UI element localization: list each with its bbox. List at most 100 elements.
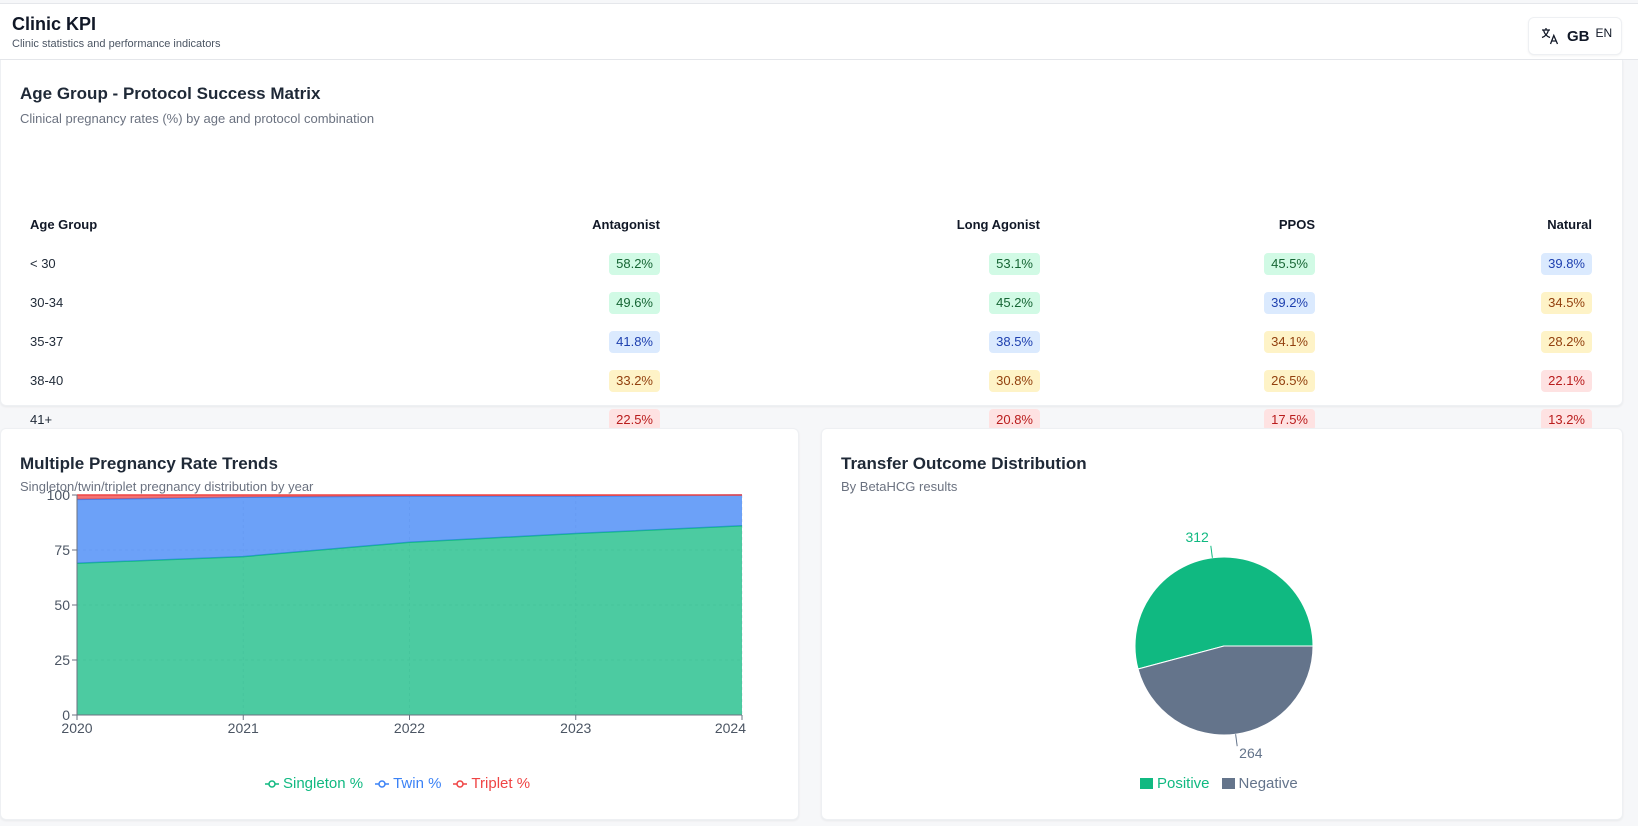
age-group-cell: 38-40 [30, 373, 64, 388]
rate-cell: 49.6% [160, 283, 670, 322]
rate-cell: 39.8% [1325, 244, 1602, 283]
rate-badge: 17.5% [1264, 408, 1315, 431]
age-group-cell: < 30 [30, 256, 56, 271]
matrix-header-row: Age Group Antagonist Long Agonist PPOS N… [20, 204, 1602, 244]
rate-cell: 17.5% [1050, 400, 1325, 439]
area-twin[interactable] [77, 495, 742, 564]
column-header: PPOS [1278, 216, 1315, 232]
rate-badge: 34.5% [1541, 291, 1592, 314]
outcome-pie-chart: 312 264 [1134, 529, 1314, 761]
legend-item[interactable]: Negative [1221, 775, 1298, 792]
rate-badge: 45.5% [1264, 252, 1315, 275]
rate-badge: 20.8% [989, 408, 1040, 431]
page-title: Clinic KPI [12, 14, 97, 34]
legend-label: Twin % [393, 775, 442, 792]
legend-item[interactable]: Triplet % [453, 775, 530, 792]
rate-cell: 22.5% [160, 400, 670, 439]
language-switcher[interactable]: GB EN [1528, 17, 1622, 55]
rate-badge: 39.2% [1264, 291, 1315, 314]
age-group-cell: 41+ [30, 412, 53, 427]
age-group-cell: 30-34 [30, 295, 64, 310]
table-row: 41+ 22.5% 20.8% 17.5% 13.2% [20, 400, 1602, 439]
y-tick-label: 25 [54, 652, 70, 668]
table-row: 35-37 41.8% 38.5% 34.1% 28.2% [20, 322, 1602, 361]
y-tick-label: 0 [62, 707, 70, 723]
rate-badge: 41.8% [609, 330, 660, 353]
protocol-success-matrix-card: Age Group - Protocol Success Matrix Clin… [0, 60, 1623, 431]
rate-badge: 13.2% [1541, 408, 1592, 431]
rate-cell: 34.5% [1325, 283, 1602, 322]
rate-badge: 28.2% [1541, 330, 1592, 353]
rate-badge: 38.5% [989, 330, 1040, 353]
rate-badge: 53.1% [989, 252, 1040, 275]
rate-cell: 53.1% [670, 244, 1050, 283]
x-tick-label: 2023 [560, 720, 591, 736]
rate-badge: 22.1% [1541, 369, 1592, 392]
outcome-title: Transfer Outcome Distribution [841, 454, 1087, 473]
slice-value-label: 264 [1239, 745, 1263, 761]
age-group-cell: 35-37 [30, 334, 64, 349]
rate-cell: 41.8% [160, 322, 670, 361]
column-header: Natural [1547, 216, 1592, 232]
column-header: Antagonist [592, 216, 660, 232]
rate-cell: 30.8% [670, 361, 1050, 400]
rate-cell: 28.2% [1325, 322, 1602, 361]
rate-cell: 26.5% [1050, 361, 1325, 400]
column-header: Long Agonist [956, 216, 1040, 232]
outcome-subtitle: By BetaHCG results [841, 479, 958, 494]
legend-label: Triplet % [471, 775, 531, 792]
slice-value-label: 312 [1185, 529, 1209, 545]
transfer-outcome-card: Transfer Outcome Distribution By BetaHCG… [821, 428, 1623, 820]
trend-legend: Singleton % Twin % Triplet % [265, 775, 530, 792]
legend-label: Positive [1157, 775, 1210, 792]
rate-cell: 45.2% [670, 283, 1050, 322]
x-tick-label: 2021 [228, 720, 259, 736]
rate-cell: 13.2% [1325, 400, 1602, 439]
pie-slice-negative[interactable] [1137, 645, 1314, 736]
app-header: Clinic KPI Clinic statistics and perform… [0, 3, 1638, 60]
x-tick-label: 2020 [61, 720, 92, 736]
label-line [1235, 734, 1238, 747]
legend-swatch [1140, 778, 1153, 789]
matrix-title: Age Group - Protocol Success Matrix [20, 84, 321, 103]
rate-cell: 20.8% [670, 400, 1050, 439]
legend-swatch [1221, 778, 1235, 789]
trend-subtitle: Singleton/twin/triplet pregnancy distrib… [20, 479, 314, 494]
y-tick-label: 100 [47, 487, 71, 503]
legend-label: Singleton % [283, 775, 364, 792]
matrix-subtitle: Clinical pregnancy rates (%) by age and … [20, 111, 375, 126]
trend-title: Multiple Pregnancy Rate Trends [20, 454, 278, 473]
language-code: EN [1595, 26, 1613, 40]
rate-cell: 34.1% [1050, 322, 1325, 361]
rate-badge: 58.2% [609, 252, 660, 275]
rate-cell: 22.1% [1325, 361, 1602, 400]
legend-label: Negative [1238, 775, 1298, 792]
line-marker-icon [265, 779, 279, 788]
rate-badge: 39.8% [1541, 252, 1592, 275]
area-singleton[interactable] [77, 525, 742, 715]
matrix-table: Age Group Antagonist Long Agonist PPOS N… [20, 204, 1602, 439]
rate-badge: 45.2% [989, 291, 1040, 314]
rate-cell: 38.5% [670, 322, 1050, 361]
trend-area-chart: 0 25 50 75 100 2020 2021 2022 2023 2024 [47, 487, 747, 736]
rate-cell: 45.5% [1050, 244, 1325, 283]
x-tick-label: 2024 [715, 720, 746, 736]
x-tick-label: 2022 [394, 720, 425, 736]
rate-badge: 22.5% [609, 408, 660, 431]
rate-badge: 30.8% [989, 369, 1040, 392]
y-tick-label: 75 [54, 542, 70, 558]
rate-cell: 58.2% [160, 244, 670, 283]
page-subtitle: Clinic statistics and performance indica… [12, 38, 221, 50]
rate-badge: 33.2% [609, 369, 660, 392]
legend-item[interactable]: Singleton % [265, 775, 363, 792]
legend-item[interactable]: Positive [1140, 775, 1210, 792]
flag-label: GB [1567, 27, 1590, 45]
rate-cell: 33.2% [160, 361, 670, 400]
pie-slice-positive[interactable] [1134, 556, 1314, 670]
table-row: < 30 58.2% 53.1% 45.5% 39.8% [20, 244, 1602, 283]
outcome-legend: Positive Negative [1140, 775, 1298, 792]
column-header: Age Group [30, 216, 98, 232]
legend-item[interactable]: Twin % [375, 775, 441, 792]
table-row: 30-34 49.6% 45.2% 39.2% 34.5% [20, 283, 1602, 322]
y-tick-label: 50 [54, 597, 70, 613]
